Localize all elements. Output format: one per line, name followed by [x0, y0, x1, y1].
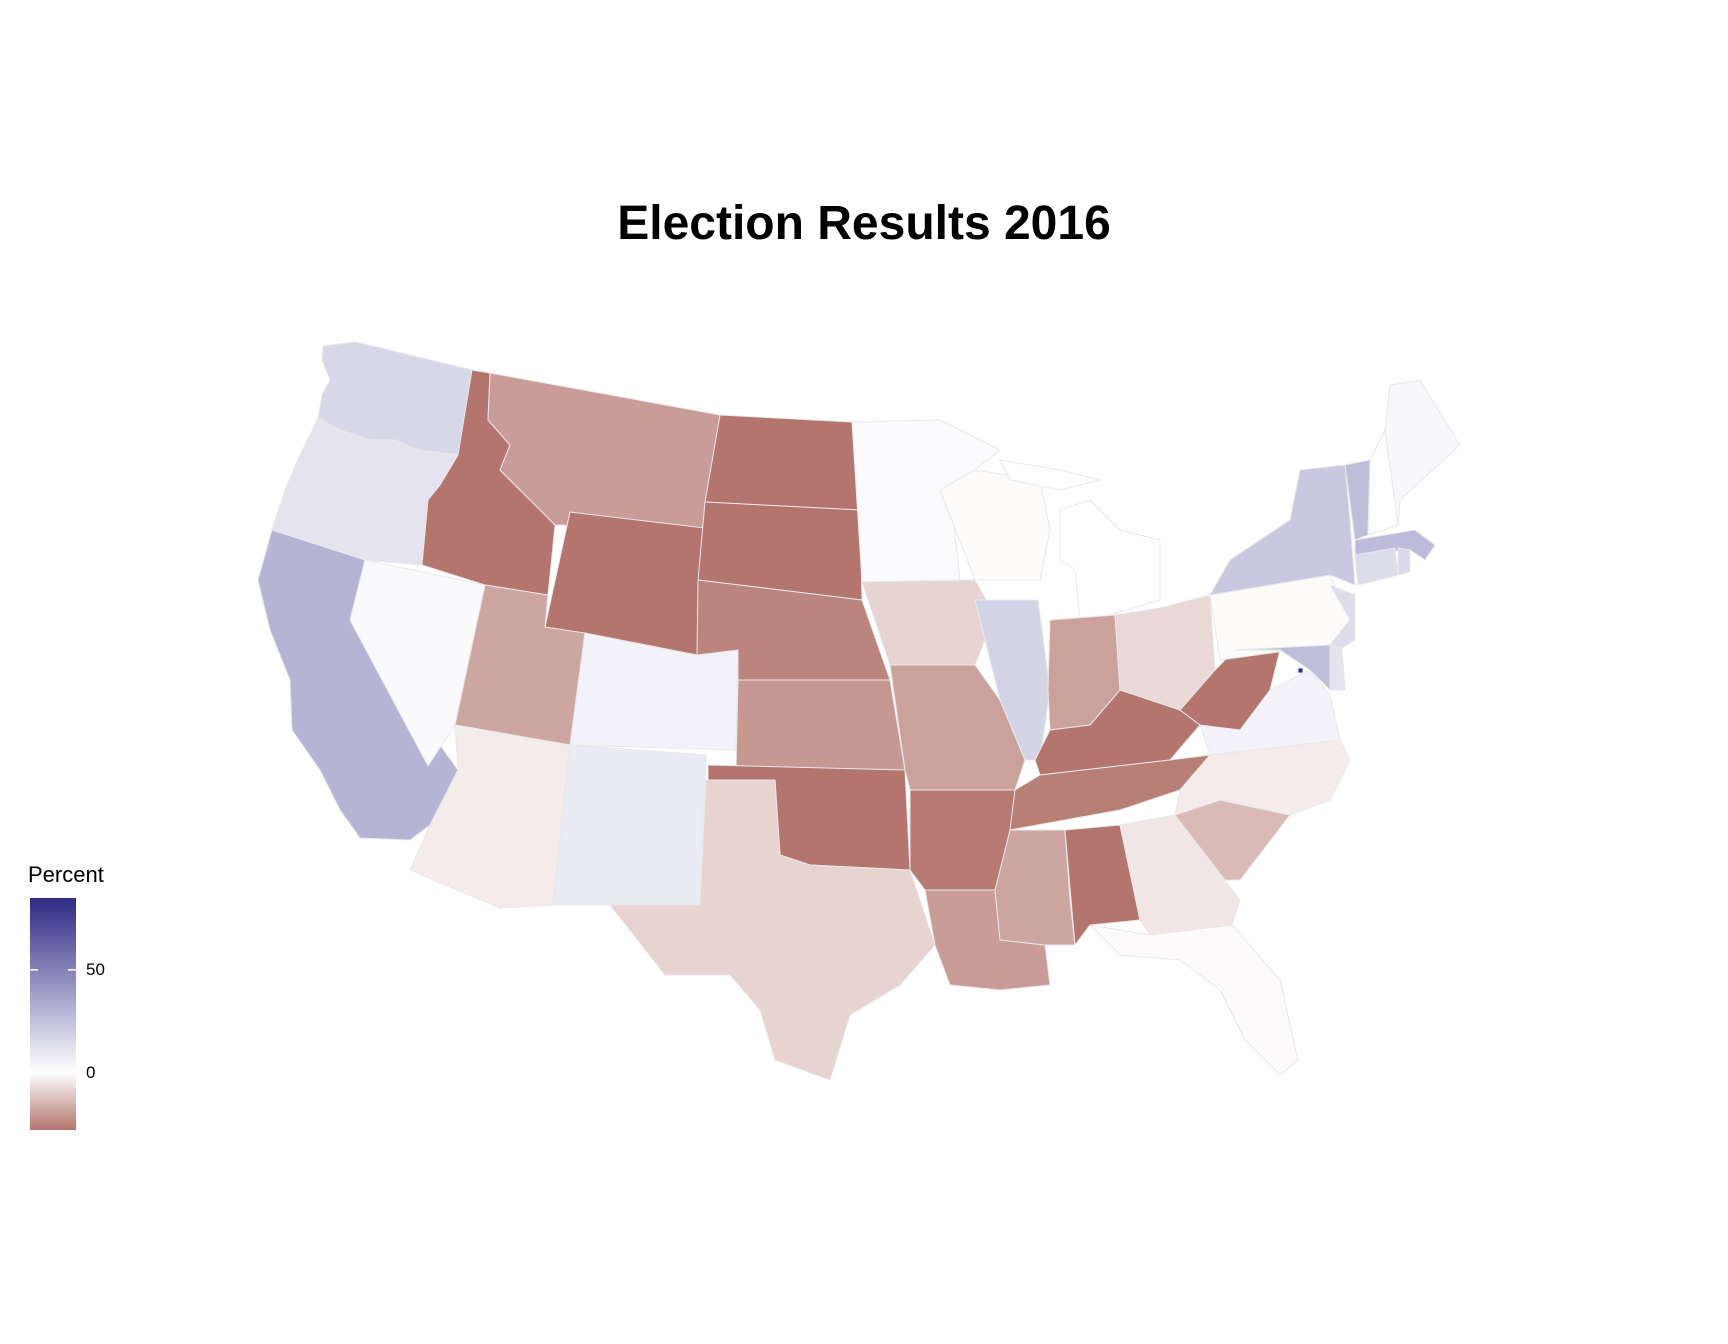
legend-tick-label: 0: [86, 1062, 96, 1082]
state-mississippi: [994, 829, 1076, 946]
legend-tick-label: 50: [86, 959, 105, 979]
map-title: Election Results 2016: [617, 197, 1111, 250]
state-district-of-columbia: [1297, 667, 1304, 674]
state-maryland: [1234, 644, 1331, 691]
state-maine: [1384, 379, 1461, 526]
state-texas: [609, 779, 936, 1081]
state-rhode-island: [1397, 547, 1411, 576]
state-new-york: [1209, 464, 1356, 596]
state-west-virginia: [1179, 649, 1281, 731]
state-colorado: [569, 632, 739, 751]
state-nevada: [349, 559, 486, 767]
state-michigan: [999, 459, 1161, 621]
state-kansas: [735, 679, 906, 771]
state-new-mexico: [552, 744, 707, 906]
state-delaware: [1329, 644, 1346, 691]
state-missouri: [889, 664, 1026, 791]
state-connecticut: [1354, 547, 1399, 586]
state-north-carolina: [1174, 739, 1351, 816]
state-florida: [1089, 924, 1299, 1076]
state-wisconsin: [939, 469, 1051, 581]
state-alabama: [1064, 824, 1141, 946]
state-illinois: [974, 599, 1051, 761]
legend-color-bar: [30, 898, 76, 1130]
state-iowa: [861, 579, 996, 666]
state-north-dakota: [704, 414, 861, 511]
color-legend: Percent 50 0: [28, 862, 105, 1130]
legend-title: Percent: [28, 862, 104, 887]
